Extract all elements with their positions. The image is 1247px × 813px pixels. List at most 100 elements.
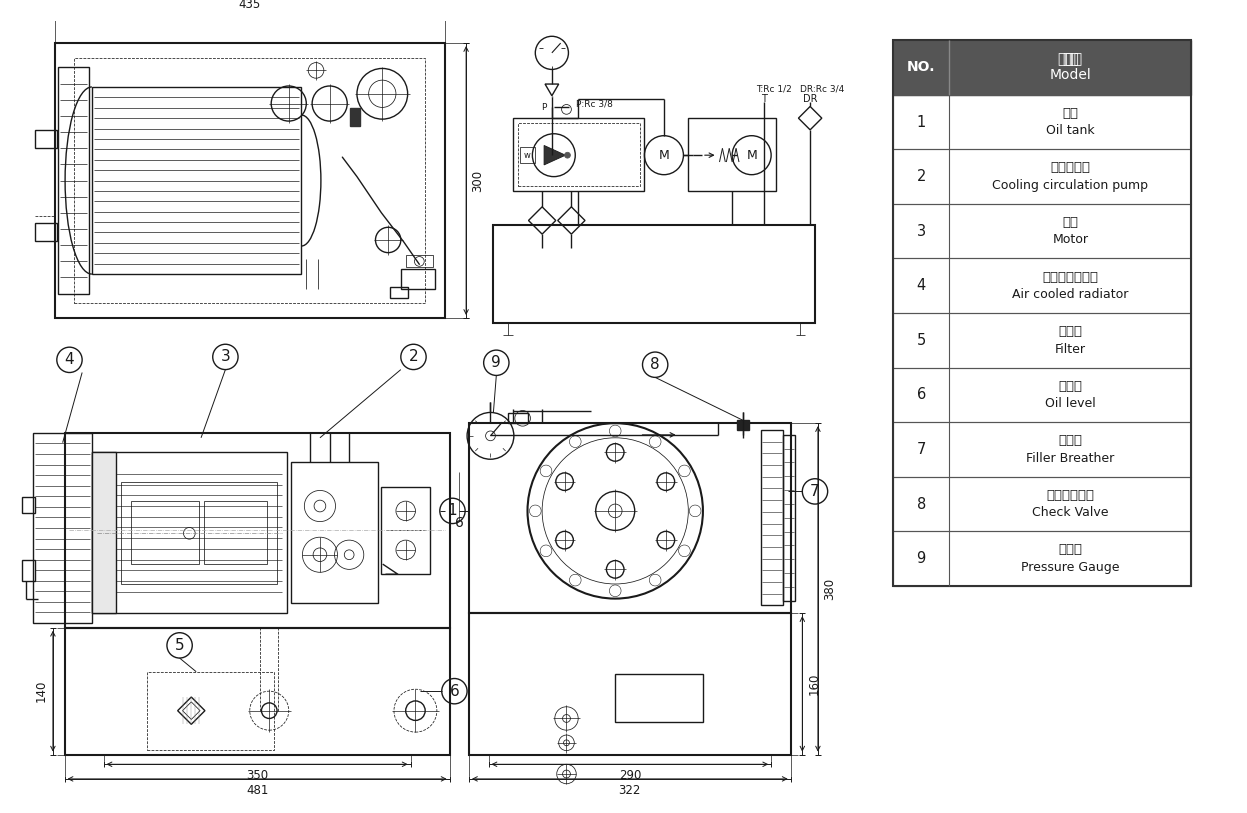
Text: Cooling circulation pump: Cooling circulation pump — [993, 179, 1148, 192]
Text: P:Rc 3/8: P:Rc 3/8 — [576, 99, 614, 108]
Text: 冷卻循環泵: 冷卻循環泵 — [1050, 161, 1090, 174]
Bar — [688, 118, 776, 191]
Bar — [390, 287, 408, 298]
Text: 140: 140 — [35, 680, 49, 702]
Bar — [893, 204, 1191, 259]
Bar — [762, 430, 783, 606]
Bar — [469, 613, 791, 754]
Text: 4: 4 — [65, 352, 75, 367]
Text: Model: Model — [1050, 68, 1091, 82]
Text: Oil tank: Oil tank — [1046, 124, 1095, 137]
Polygon shape — [92, 452, 116, 613]
Bar — [400, 269, 435, 289]
Text: M: M — [658, 149, 670, 162]
Bar — [615, 674, 703, 723]
Bar — [34, 433, 92, 623]
Text: 配管式止回閥: 配管式止回閥 — [1046, 489, 1095, 502]
Text: 3: 3 — [221, 350, 231, 364]
Text: 2: 2 — [917, 169, 927, 184]
Text: w: w — [524, 150, 531, 159]
Text: 8: 8 — [917, 497, 925, 511]
Bar — [893, 367, 1191, 422]
Text: 380: 380 — [823, 578, 835, 600]
Text: Filler Breather: Filler Breather — [1026, 452, 1115, 465]
Text: 5: 5 — [175, 638, 185, 653]
Bar — [893, 532, 1191, 586]
Text: 2: 2 — [409, 350, 418, 364]
Text: DR: DR — [803, 93, 817, 104]
Text: 風冷式油冷卻器: 風冷式油冷卻器 — [1042, 271, 1099, 284]
Text: 6: 6 — [455, 515, 464, 529]
Bar — [75, 58, 425, 303]
Text: Oil level: Oil level — [1045, 398, 1096, 411]
Text: 6: 6 — [917, 388, 925, 402]
Bar — [205, 501, 267, 564]
Bar — [508, 414, 527, 424]
Text: 7: 7 — [917, 442, 927, 457]
Bar — [513, 118, 645, 191]
Text: 3: 3 — [917, 224, 925, 239]
Bar — [405, 254, 433, 267]
Text: 8: 8 — [651, 357, 660, 372]
Text: 壓力計: 壓力計 — [1059, 543, 1082, 556]
Bar — [21, 559, 35, 581]
Bar — [92, 87, 302, 274]
Text: DR:Rc 3/4: DR:Rc 3/4 — [801, 85, 844, 93]
Bar — [469, 424, 791, 613]
Text: Air cooled radiator: Air cooled radiator — [1013, 288, 1129, 301]
Bar — [382, 486, 430, 574]
Bar — [494, 225, 816, 323]
Bar — [783, 435, 794, 601]
Text: 名稱: 名稱 — [1062, 53, 1079, 67]
Text: 290: 290 — [619, 769, 641, 782]
Text: 322: 322 — [619, 784, 641, 797]
Text: 1: 1 — [448, 503, 458, 519]
Bar — [65, 433, 450, 628]
Text: 1: 1 — [917, 115, 925, 129]
Text: 9: 9 — [491, 355, 501, 370]
Bar — [893, 476, 1191, 532]
Bar — [55, 43, 445, 318]
Bar — [737, 420, 748, 430]
Text: 435: 435 — [238, 0, 261, 11]
Text: T: T — [762, 93, 767, 104]
Text: 油筱: 油筱 — [1062, 107, 1079, 120]
Text: 350: 350 — [246, 769, 268, 782]
Bar — [35, 130, 57, 147]
Text: 油面計: 油面計 — [1059, 380, 1082, 393]
Text: T:Rc 1/2: T:Rc 1/2 — [757, 85, 792, 93]
Bar — [893, 40, 1191, 586]
Text: Pressure Gauge: Pressure Gauge — [1021, 561, 1120, 574]
Circle shape — [565, 152, 570, 158]
Text: Check Valve: Check Valve — [1033, 506, 1109, 520]
Bar — [147, 672, 274, 750]
Text: Filter: Filter — [1055, 342, 1086, 355]
Bar — [291, 462, 378, 603]
Bar — [520, 147, 535, 163]
Bar — [518, 123, 640, 186]
Bar — [893, 40, 1191, 95]
Text: 300: 300 — [471, 169, 484, 192]
Text: Motor: Motor — [1052, 233, 1089, 246]
Bar — [21, 498, 35, 513]
Text: 5: 5 — [917, 333, 925, 348]
Text: 馬達: 馬達 — [1062, 216, 1079, 229]
Bar — [92, 452, 287, 613]
Bar — [350, 108, 360, 126]
Bar — [131, 501, 200, 564]
Text: 160: 160 — [807, 672, 821, 695]
Bar — [893, 259, 1191, 313]
Text: P: P — [541, 103, 547, 112]
Polygon shape — [544, 146, 566, 165]
Bar — [57, 67, 89, 293]
Bar — [893, 150, 1191, 204]
Text: 7: 7 — [811, 484, 819, 499]
Bar — [35, 224, 57, 241]
Bar — [65, 628, 450, 754]
Text: 濃油網: 濃油網 — [1059, 325, 1082, 338]
Text: 6: 6 — [449, 684, 459, 698]
Text: M: M — [746, 149, 757, 162]
Bar — [893, 422, 1191, 476]
Bar — [893, 313, 1191, 367]
Text: 4: 4 — [917, 278, 925, 293]
